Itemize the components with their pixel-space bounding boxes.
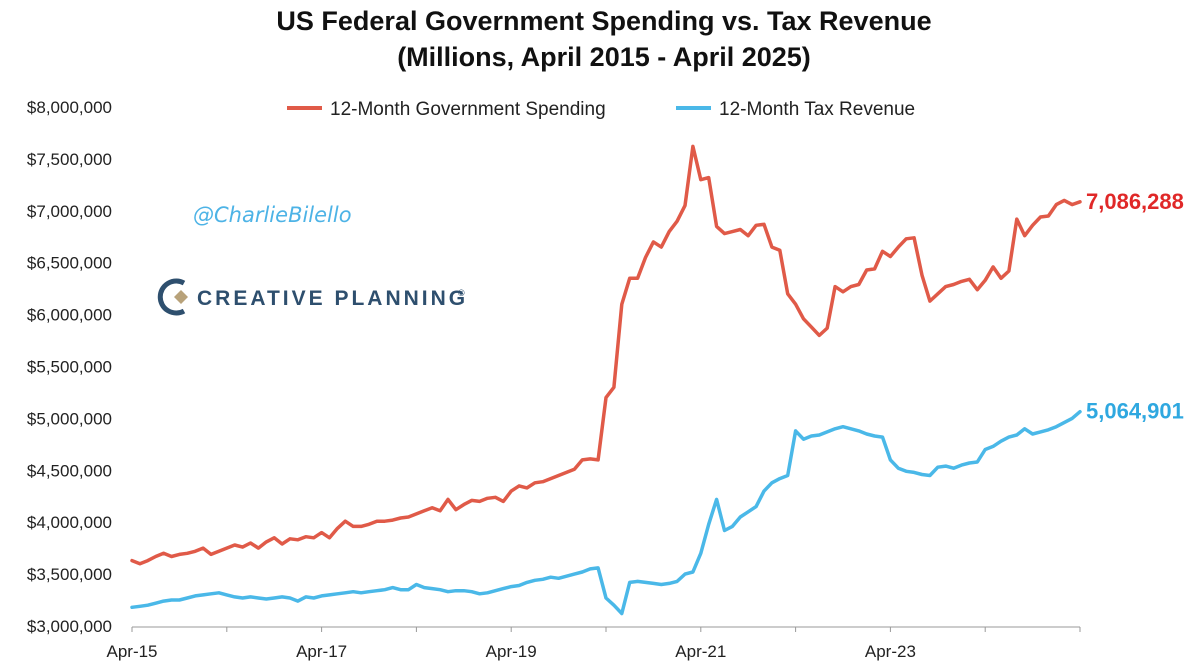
y-tick-label: $4,500,000 bbox=[27, 461, 112, 480]
legend-label-spending: 12-Month Government Spending bbox=[330, 99, 606, 120]
brand-trademark: ® bbox=[458, 288, 465, 298]
x-tick-label: Apr-15 bbox=[106, 642, 157, 661]
x-tick-label: Apr-19 bbox=[486, 642, 537, 661]
y-tick-label: $3,000,000 bbox=[27, 617, 112, 636]
y-tick-label: $6,500,000 bbox=[27, 254, 112, 273]
y-tick-label: $7,000,000 bbox=[27, 202, 112, 221]
brand-logo-mark-icon bbox=[157, 278, 188, 316]
watermark-handle: @CharlieBilello bbox=[193, 203, 352, 227]
brand-logo: CREATIVE PLANNING ® bbox=[157, 278, 468, 316]
y-tick-label: $8,000,000 bbox=[27, 98, 112, 117]
brand-name: CREATIVE PLANNING bbox=[197, 287, 468, 310]
y-tick-label: $3,500,000 bbox=[27, 565, 112, 584]
end-label-spending: 7,086,288 bbox=[1086, 189, 1184, 214]
y-tick-label: $5,000,000 bbox=[27, 409, 112, 428]
x-tick-label: Apr-23 bbox=[865, 642, 916, 661]
x-axis: Apr-15 Apr-17 Apr-19 Apr-21 Apr-23 bbox=[106, 627, 1081, 661]
y-tick-label: $4,000,000 bbox=[27, 513, 112, 532]
y-tick-label: $5,500,000 bbox=[27, 358, 112, 377]
legend: 12-Month Government Spending 12-Month Ta… bbox=[287, 99, 915, 120]
x-tick-label: Apr-17 bbox=[296, 642, 347, 661]
y-tick-label: $6,000,000 bbox=[27, 306, 112, 325]
series-group bbox=[130, 144, 1082, 616]
series-line-spending bbox=[130, 144, 1082, 566]
x-tick-label: Apr-21 bbox=[675, 642, 726, 661]
chart-subtitle: (Millions, April 2015 - April 2025) bbox=[397, 42, 811, 72]
chart-title: US Federal Government Spending vs. Tax R… bbox=[276, 6, 931, 36]
end-label-revenue: 5,064,901 bbox=[1086, 399, 1184, 424]
series-line-revenue bbox=[130, 409, 1082, 616]
y-axis: $3,000,000 $3,500,000 $4,000,000 $4,500,000… bbox=[27, 98, 112, 636]
y-tick-label: $7,500,000 bbox=[27, 150, 112, 169]
legend-label-revenue: 12-Month Tax Revenue bbox=[719, 99, 915, 120]
